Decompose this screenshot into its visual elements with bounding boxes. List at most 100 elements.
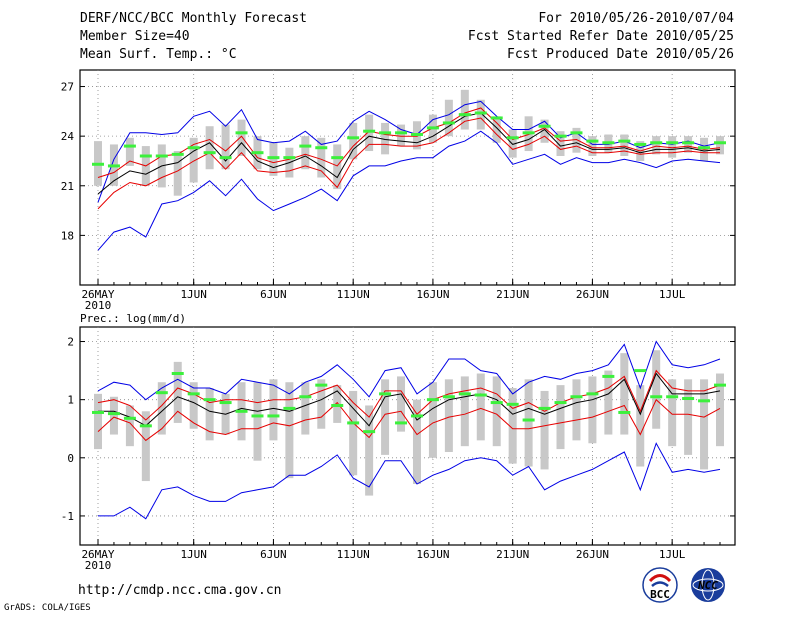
observed-marker xyxy=(139,154,152,158)
ensemble-box xyxy=(636,385,645,467)
x-tick-label: 16JUN xyxy=(416,548,449,561)
observed-marker xyxy=(410,414,423,418)
observed-marker xyxy=(522,418,535,422)
observed-marker xyxy=(92,410,104,414)
series-max-line xyxy=(97,340,721,401)
ensemble-box xyxy=(94,393,102,450)
ensemble-box xyxy=(173,151,182,196)
observed-marker xyxy=(490,116,503,120)
observed-marker xyxy=(155,391,168,395)
observed-marker xyxy=(570,131,583,135)
observed-marker xyxy=(570,395,583,399)
observed-marker xyxy=(618,410,631,414)
plot-frame xyxy=(79,326,736,546)
ensemble-box xyxy=(556,385,565,450)
observed-marker xyxy=(235,409,248,413)
x-tick-label: 6JUN xyxy=(260,288,287,301)
observed-marker xyxy=(634,142,647,146)
observed-marker xyxy=(426,398,439,402)
ensemble-box xyxy=(381,379,390,455)
series-min-line xyxy=(98,442,721,520)
ensemble-box xyxy=(508,388,517,464)
ensemble-box xyxy=(588,136,597,156)
observed-marker xyxy=(602,374,615,378)
grads-credit: GrADS: COLA/IGES xyxy=(4,603,91,613)
x-tick-label: 26MAY xyxy=(81,548,114,561)
start-date-label: Fcst Started Refer Date 2010/05/25 xyxy=(467,29,734,44)
bcc-logo-text: BCC xyxy=(650,588,670,601)
ensemble-box xyxy=(700,379,709,470)
ensemble-box xyxy=(205,126,214,170)
x-tick-label: 21JUN xyxy=(496,288,529,301)
observed-marker xyxy=(235,131,248,135)
observed-marker xyxy=(92,162,104,166)
observed-marker xyxy=(251,414,264,418)
x-tick-label: 1JUL xyxy=(659,548,686,561)
observed-marker xyxy=(267,414,280,418)
observed-marker xyxy=(171,152,184,156)
observed-marker xyxy=(315,383,328,387)
x-tick-label: 1JUL xyxy=(659,288,686,301)
ensemble-box xyxy=(285,382,294,479)
x-tick-label: 21JUN xyxy=(496,548,529,561)
observed-marker xyxy=(299,144,312,148)
observed-marker xyxy=(458,113,471,117)
observed-marker xyxy=(347,136,360,140)
chart-panel-prec: -1 0 1 2 26MAY 1JUN 6JUN 11JUN 16JUN 21JUN 26JUN 1J… xyxy=(61,326,736,572)
x-year-label: 2010 xyxy=(85,559,112,572)
ensemble-box xyxy=(109,396,118,435)
observed-marker xyxy=(219,156,232,160)
observed-marker xyxy=(203,151,216,155)
observed-marker xyxy=(522,131,535,135)
ensemble-box xyxy=(253,382,262,461)
observed-marker xyxy=(554,134,567,138)
variable-label: Mean Surf. Temp.: °C xyxy=(80,47,237,62)
ensemble-box xyxy=(317,379,326,429)
ensemble-box xyxy=(269,379,278,441)
ensemble-box xyxy=(444,379,453,452)
observed-marker xyxy=(187,392,200,396)
y-tick-label: 1 xyxy=(67,394,74,407)
x-tick-label: 11JUN xyxy=(337,288,370,301)
observed-marker xyxy=(698,399,711,403)
observed-marker xyxy=(203,398,216,402)
observed-marker xyxy=(538,124,551,128)
observed-marker xyxy=(650,395,663,399)
ensemble-box xyxy=(205,388,214,441)
ensemble-box xyxy=(173,361,182,423)
observed-marker xyxy=(698,146,711,150)
ensemble-box xyxy=(317,137,326,178)
observed-marker xyxy=(331,403,344,407)
y-tick-label: 18 xyxy=(61,229,74,242)
observed-marker xyxy=(299,395,312,399)
observed-marker xyxy=(682,141,695,145)
observed-marker xyxy=(714,383,726,387)
observed-marker xyxy=(602,141,615,145)
observed-marker xyxy=(506,402,519,406)
observed-marker xyxy=(139,424,152,428)
plot-frame xyxy=(79,69,736,286)
ensemble-box xyxy=(237,119,246,156)
ensemble-box xyxy=(125,137,134,166)
ensemble-box xyxy=(381,122,390,155)
series-lower-line xyxy=(97,117,720,210)
ensemble-box xyxy=(620,134,629,156)
observed-marker xyxy=(347,421,360,425)
ensemble-box xyxy=(301,136,310,170)
ensemble-box xyxy=(540,119,549,143)
observed-marker xyxy=(538,406,551,410)
ensemble-box xyxy=(684,136,693,153)
ensemble-box xyxy=(397,124,406,147)
x-year-label: 2010 xyxy=(85,299,112,312)
observed-marker xyxy=(474,393,487,397)
observed-marker xyxy=(395,421,408,425)
footer-url[interactable]: http://cmdp.ncc.cma.gov.cn xyxy=(78,583,282,598)
ensemble-box xyxy=(492,376,501,447)
series-upper-line xyxy=(97,107,721,178)
produced-date-label: Fcst Produced Date 2010/05/26 xyxy=(507,47,734,62)
observed-marker xyxy=(618,139,631,143)
ensemble-box xyxy=(301,382,310,435)
observed-marker xyxy=(650,141,663,145)
y-tick-label: 27 xyxy=(61,81,74,94)
ensemble-box xyxy=(221,124,230,170)
